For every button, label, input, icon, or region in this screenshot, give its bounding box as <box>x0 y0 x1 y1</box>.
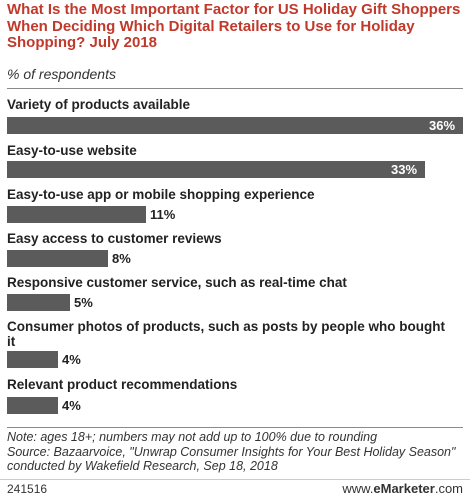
bottom-divider <box>7 427 463 428</box>
bar <box>7 206 146 223</box>
category-label: Easy-to-use website <box>7 143 137 158</box>
bar <box>7 161 425 178</box>
category-label: Relevant product recommendations <box>7 377 238 392</box>
category-label: Easy access to customer reviews <box>7 231 222 246</box>
bar <box>7 351 58 368</box>
chart-subtitle: % of respondents <box>7 66 116 82</box>
category-label: Easy-to-use app or mobile shopping exper… <box>7 187 315 202</box>
chart-id: 241516 <box>7 482 48 496</box>
category-label: Consumer photos of products, such as pos… <box>7 319 446 349</box>
bar <box>7 117 463 134</box>
value-label: 33% <box>391 162 418 177</box>
bar <box>7 294 70 311</box>
source-text: Source: Bazaarvoice, "Unwrap Consumer In… <box>7 444 456 474</box>
value-label: 36% <box>429 118 456 133</box>
chart-title: What Is the Most Important Factor for US… <box>7 1 461 51</box>
note-text: Note: ages 18+; numbers may not add up t… <box>7 430 378 444</box>
chart-notes: Note: ages 18+; numbers may not add up t… <box>7 430 463 474</box>
category-label: Variety of products available <box>7 97 191 112</box>
value-label: 4% <box>62 398 81 413</box>
value-label: 8% <box>112 251 131 266</box>
value-label: 4% <box>62 352 81 367</box>
value-label: 5% <box>74 295 93 310</box>
brand-prefix: www. <box>342 481 374 496</box>
brand-link[interactable]: www.eMarketer.com <box>342 481 463 496</box>
top-divider <box>7 88 463 89</box>
brand-name: eMarketer <box>373 481 435 496</box>
bar <box>7 250 108 267</box>
brand-suffix: .com <box>434 481 463 496</box>
value-label: 11% <box>150 207 176 222</box>
category-label: Responsive customer service, such as rea… <box>7 275 347 290</box>
bar <box>7 397 58 414</box>
footer-divider <box>0 479 470 480</box>
